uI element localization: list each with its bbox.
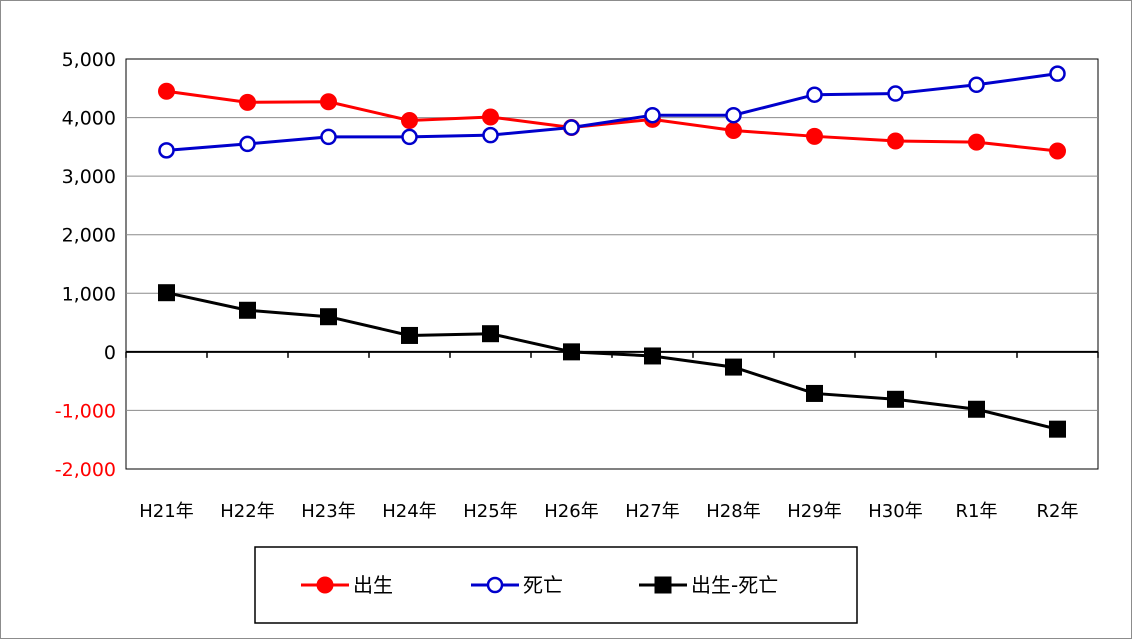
legend-label: 出生 [353,573,393,597]
series-lines [158,65,1066,438]
legend-label: 出生-死亡 [691,573,778,597]
legend-marker [654,576,672,594]
y-tick-label: -1,000 [55,400,116,422]
y-tick-label: -2,000 [55,459,116,481]
data-point [482,325,499,343]
x-tick-label: H27年 [625,501,679,522]
data-point [239,135,256,153]
legend-label: 死亡 [523,573,563,597]
legend-item: 死亡 [471,573,563,597]
x-tick-label: H25年 [463,501,517,522]
data-point [320,308,337,326]
data-point [968,76,985,94]
x-tick-label: H23年 [301,501,355,522]
x-tick-label: H22年 [220,501,274,522]
data-point [482,108,499,126]
data-point [1049,420,1066,438]
data-point [644,106,661,124]
data-point [725,106,742,124]
data-point [887,132,904,150]
y-axis-tick-labels: 5,000 4,000 3,000 2,000 1,000 0 -1,000 -2,000 [55,49,116,481]
data-point [806,384,823,402]
data-point [968,133,985,151]
series-line [166,89,1058,153]
series-3 [158,284,1066,438]
x-tick-label: H26年 [544,501,598,522]
legend-item: 出生-死亡 [639,573,778,597]
x-tick-label: R1年 [956,501,998,522]
legend-box [254,546,858,624]
data-point [806,127,823,145]
y-tick-label: 1,000 [62,283,116,305]
data-point [239,301,256,319]
data-point [725,358,742,376]
series-line [166,291,1058,431]
gridlines [125,58,1099,470]
data-point [158,82,175,100]
data-point [320,93,337,111]
x-axis-tick-labels: H21年 H22年 H23年 H24年 H25年 H26年 H27年 H28年 H29年 H30年… [139,501,1078,522]
x-tick-label: R2年 [1037,501,1079,522]
data-point [158,284,175,302]
legend-marker [486,576,504,594]
y-tick-label: 3,000 [62,166,116,188]
plot-area-border [125,58,1099,470]
data-point [563,119,580,136]
data-point [563,343,580,361]
legend: 出生 死亡 出生-死亡 [254,546,858,624]
data-point [401,112,418,129]
x-tick-label: H24年 [382,501,436,522]
data-point [887,390,904,408]
legend-marker [316,576,334,594]
data-point [644,347,661,365]
data-point [401,326,418,344]
x-tick-label: H28年 [706,501,760,522]
y-tick-label: 5,000 [62,49,116,71]
data-point [482,126,499,144]
x-tick-label: H21年 [139,501,193,522]
data-point [887,85,904,102]
data-point [968,400,985,418]
data-point [1049,142,1066,160]
data-point [158,142,175,159]
data-point [320,128,337,146]
x-tick-label: H29年 [787,501,841,522]
data-point [725,121,742,139]
data-point [806,86,823,103]
x-tick-label: H30年 [868,501,922,522]
y-tick-label: 0 [104,342,116,364]
legend-item: 出生 [301,573,393,597]
data-point [239,93,256,111]
data-point [1049,65,1066,82]
series-line [166,72,1058,152]
y-tick-label: 4,000 [62,108,116,130]
y-tick-label: 2,000 [62,225,116,247]
data-point [401,128,418,146]
series-2 [158,65,1066,159]
